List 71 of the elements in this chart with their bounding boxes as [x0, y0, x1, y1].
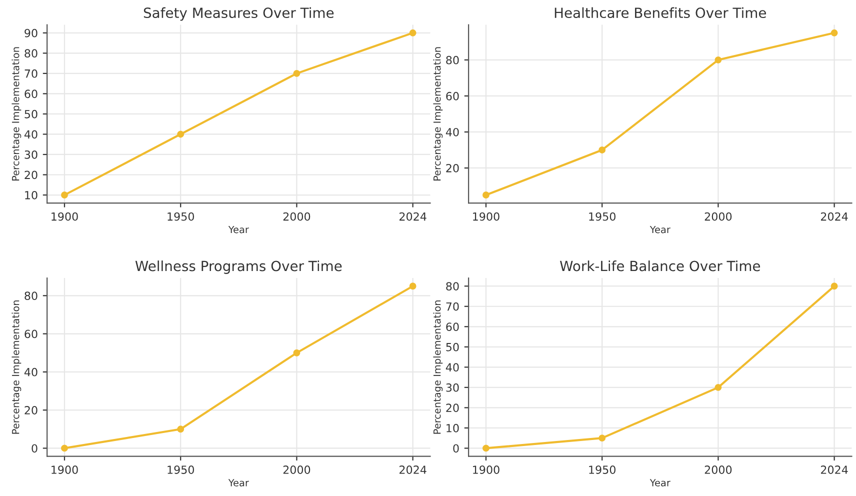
- y-tick-label: 50: [446, 342, 459, 352]
- y-axis-title: Percentage Implementation: [433, 47, 443, 180]
- x-tick-label: 2000: [283, 212, 310, 221]
- y-tick-label: 80: [24, 292, 38, 300]
- y-tick-label: 0: [32, 444, 38, 453]
- x-tick-label: 2000: [704, 212, 732, 221]
- y-tick-label: 80: [24, 49, 38, 58]
- y-tick-label: 50: [24, 110, 38, 118]
- point: [714, 56, 722, 64]
- y-tick-label: 70: [446, 302, 459, 311]
- point: [177, 130, 184, 138]
- y-tick-label: 10: [446, 424, 459, 432]
- x-axis-title: Year: [228, 479, 249, 486]
- y-tick-label: 40: [24, 368, 38, 376]
- point: [409, 29, 416, 36]
- x-tick-label: 2024: [400, 466, 426, 474]
- x-tick-label: 1900: [52, 466, 78, 474]
- y-tick-label: 90: [24, 28, 38, 38]
- point: [409, 282, 416, 290]
- x-tick-label: 1950: [168, 212, 194, 221]
- x-axis-title: Year: [650, 226, 670, 234]
- y-axis-title: Percentage Implementation: [12, 47, 22, 180]
- y-axis-title: Percentage Implementation: [433, 300, 443, 434]
- chart-title: Wellness Programs Over Time: [135, 260, 342, 274]
- point: [714, 384, 722, 391]
- x-tick-label: 1900: [473, 212, 500, 221]
- y-tick-label: 80: [446, 282, 459, 290]
- chart-title: Work-Life Balance Over Time: [560, 260, 760, 272]
- y-tick-label: 60: [446, 322, 459, 332]
- y-tick-label: 40: [446, 363, 459, 372]
- y-tick-label: 70: [24, 69, 38, 78]
- y-tick-label: 0: [453, 444, 459, 453]
- x-tick-label: 2024: [820, 466, 848, 474]
- point: [293, 349, 300, 356]
- y-tick-label: 60: [24, 330, 38, 338]
- y-axis-title: Percentage Implementation: [12, 300, 22, 434]
- point: [177, 426, 184, 433]
- y-tick-label: 60: [24, 90, 38, 98]
- x-tick-label: 2000: [704, 466, 732, 474]
- x-tick-label: 1950: [589, 212, 616, 221]
- chart-title: Safety Measures Over Time: [144, 7, 334, 21]
- y-tick-label: 30: [446, 383, 459, 392]
- point: [482, 444, 490, 452]
- y-tick-label: 80: [446, 56, 459, 64]
- point: [598, 146, 606, 154]
- x-tick-label: 1950: [168, 466, 194, 474]
- x-tick-label: 1900: [473, 466, 500, 474]
- y-tick-label: 40: [24, 130, 38, 139]
- point: [482, 192, 490, 198]
- point: [293, 70, 300, 77]
- x-tick-label: 2000: [283, 466, 310, 474]
- x-axis-title: Year: [650, 479, 670, 486]
- chart-title: Healthcare Benefits Over Time: [554, 7, 766, 18]
- point: [61, 444, 68, 452]
- point: [61, 192, 68, 198]
- point: [598, 434, 606, 442]
- point: [830, 29, 838, 36]
- x-tick-label: 1950: [589, 466, 616, 474]
- y-tick-label: 20: [446, 164, 459, 172]
- y-tick-label: 40: [446, 128, 459, 136]
- y-tick-label: 60: [446, 92, 459, 100]
- point: [830, 282, 838, 290]
- y-tick-label: 10: [25, 190, 38, 200]
- y-tick-label: 20: [446, 404, 459, 412]
- x-tick-label: 2024: [820, 212, 848, 221]
- y-tick-label: 20: [24, 170, 38, 180]
- y-tick-label: 20: [24, 406, 38, 414]
- x-tick-label: 2024: [400, 212, 426, 221]
- y-tick-label: 30: [24, 150, 38, 159]
- x-tick-label: 1900: [52, 212, 78, 221]
- x-axis-title: Year: [228, 226, 249, 234]
